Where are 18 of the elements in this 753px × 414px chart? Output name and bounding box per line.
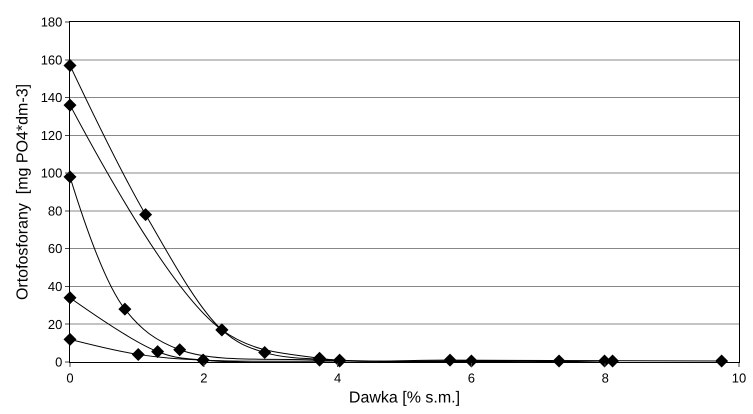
y-tick-label: 40	[48, 278, 62, 294]
x-tick-label: 2	[200, 370, 208, 386]
y-tick-label: 20	[48, 316, 62, 332]
y-axis-title: Ortofosforany [mg PO4*dm-3]	[14, 84, 32, 300]
x-tick-label: 0	[66, 370, 74, 386]
y-tick-label: 60	[48, 241, 62, 256]
x-tick-label: 10	[732, 370, 746, 386]
x-tick-label: 8	[602, 370, 609, 386]
y-tick-label: 80	[48, 203, 62, 218]
y-tick-label: 100	[40, 166, 62, 181]
x-tick-label: 6	[468, 370, 476, 386]
y-tick-label: 120	[40, 128, 62, 143]
y-tick-label: 180	[40, 14, 62, 30]
y-tick-label: 140	[40, 90, 62, 106]
y-tick-label: 160	[40, 52, 62, 68]
x-tick-label: 4	[334, 370, 342, 386]
x-axis-title: Dawka [% s.m.]	[348, 389, 460, 406]
y-tick-label: 0	[55, 354, 62, 370]
